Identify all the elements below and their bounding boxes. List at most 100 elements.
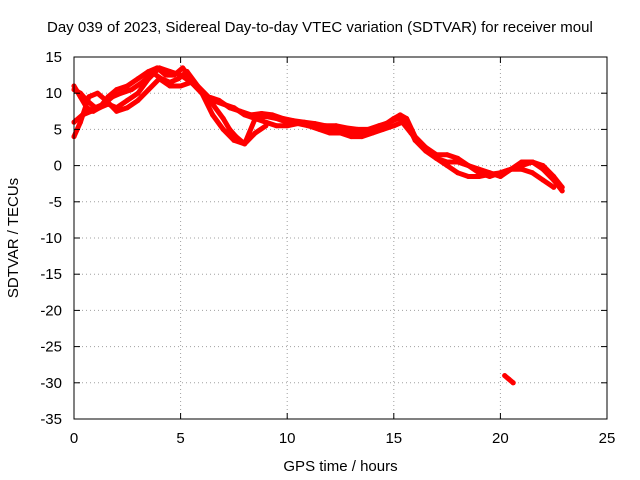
data-point <box>338 130 343 136</box>
data-point <box>551 177 557 183</box>
data-point <box>237 108 243 114</box>
x-tick-label: 25 <box>599 430 616 447</box>
data-point <box>124 97 130 103</box>
data-point <box>135 90 141 96</box>
x-tick-label: 20 <box>492 430 509 447</box>
data-point <box>135 76 141 82</box>
data-point <box>227 126 233 132</box>
data-series-group <box>71 65 565 386</box>
data-point <box>327 130 333 136</box>
data-point <box>333 123 339 129</box>
data-point <box>103 97 109 103</box>
data-point <box>295 121 301 127</box>
data-point <box>146 87 152 93</box>
data-point <box>135 97 141 103</box>
data-point <box>476 174 482 179</box>
data-point <box>344 125 350 131</box>
y-tick-label: 15 <box>45 49 62 66</box>
data-point <box>529 159 535 165</box>
y-tick-label: -10 <box>40 230 62 247</box>
data-point <box>359 134 365 140</box>
y-tick-label: 0 <box>54 158 62 175</box>
data-point <box>487 171 493 177</box>
data-point <box>178 83 184 89</box>
data-point <box>199 90 205 96</box>
data-point <box>156 65 162 71</box>
data-point <box>184 69 190 74</box>
data-point <box>210 112 216 118</box>
x-tick-label: 5 <box>176 430 184 447</box>
x-tick-label: 15 <box>385 430 402 447</box>
y-axis-label: SDTVAR / TECUs <box>5 178 22 298</box>
data-point <box>252 116 258 121</box>
data-point <box>77 119 83 125</box>
data-point <box>355 126 361 132</box>
chart-title: Day 039 of 2023, Sidereal Day-to-day VTE… <box>47 19 593 36</box>
y-tick-label: 5 <box>54 121 62 138</box>
data-point <box>163 72 169 78</box>
data-point <box>455 170 461 176</box>
data-point <box>529 170 535 176</box>
data-point <box>88 108 94 114</box>
data-point <box>220 126 226 132</box>
data-point <box>399 119 405 125</box>
y-tick-label: -20 <box>40 302 62 319</box>
data-point <box>269 112 275 118</box>
data-point <box>376 123 382 129</box>
data-point <box>444 152 450 158</box>
data-point <box>433 155 439 161</box>
data-point <box>510 380 516 386</box>
data-point <box>118 90 124 96</box>
axes <box>73 56 608 420</box>
data-point <box>476 166 482 172</box>
data-point <box>323 123 329 129</box>
data-point <box>167 83 173 89</box>
data-point <box>416 141 422 147</box>
data-point <box>391 123 397 129</box>
data-point <box>312 121 318 127</box>
data-point <box>280 116 286 121</box>
data-point <box>97 105 103 111</box>
x-tick-label: 0 <box>70 430 78 447</box>
x-axis-label: GPS time / hours <box>283 458 397 475</box>
data-point <box>156 76 162 82</box>
data-point <box>506 376 512 382</box>
data-point <box>370 130 375 136</box>
data-point <box>455 159 461 165</box>
data-point <box>274 123 279 129</box>
data-point <box>306 123 311 129</box>
data-point <box>95 90 100 96</box>
grid <box>74 57 607 419</box>
data-point <box>146 76 152 82</box>
data-point <box>540 166 546 172</box>
data-point <box>259 111 265 116</box>
data-point <box>109 94 115 100</box>
data-point <box>316 126 322 132</box>
data-point <box>216 97 222 103</box>
data-point <box>263 123 269 129</box>
data-point <box>180 65 186 71</box>
data-point <box>502 373 508 379</box>
data-point <box>508 166 514 172</box>
data-point <box>551 184 557 190</box>
data-point <box>124 105 130 111</box>
data-point <box>242 141 248 147</box>
data-point <box>220 116 226 121</box>
data-point <box>252 130 258 136</box>
data-point <box>167 69 173 74</box>
data-point <box>387 119 392 125</box>
plot-frame <box>73 56 608 420</box>
data-point <box>497 170 503 176</box>
data-point <box>444 163 450 169</box>
data-point <box>188 79 194 85</box>
ticks: 0 5 10 15 20 25 15 10 5 0 -5 -10 -15 -20 -25 -30 -35 <box>40 49 615 447</box>
data-point <box>210 101 216 107</box>
data-point <box>559 188 565 194</box>
data-point <box>465 174 471 179</box>
y-tick-label: -35 <box>40 411 62 428</box>
y-tick-label: 10 <box>45 85 62 102</box>
data-point <box>114 87 120 93</box>
y-tick-label: -5 <box>49 194 62 211</box>
data-point <box>540 177 546 183</box>
